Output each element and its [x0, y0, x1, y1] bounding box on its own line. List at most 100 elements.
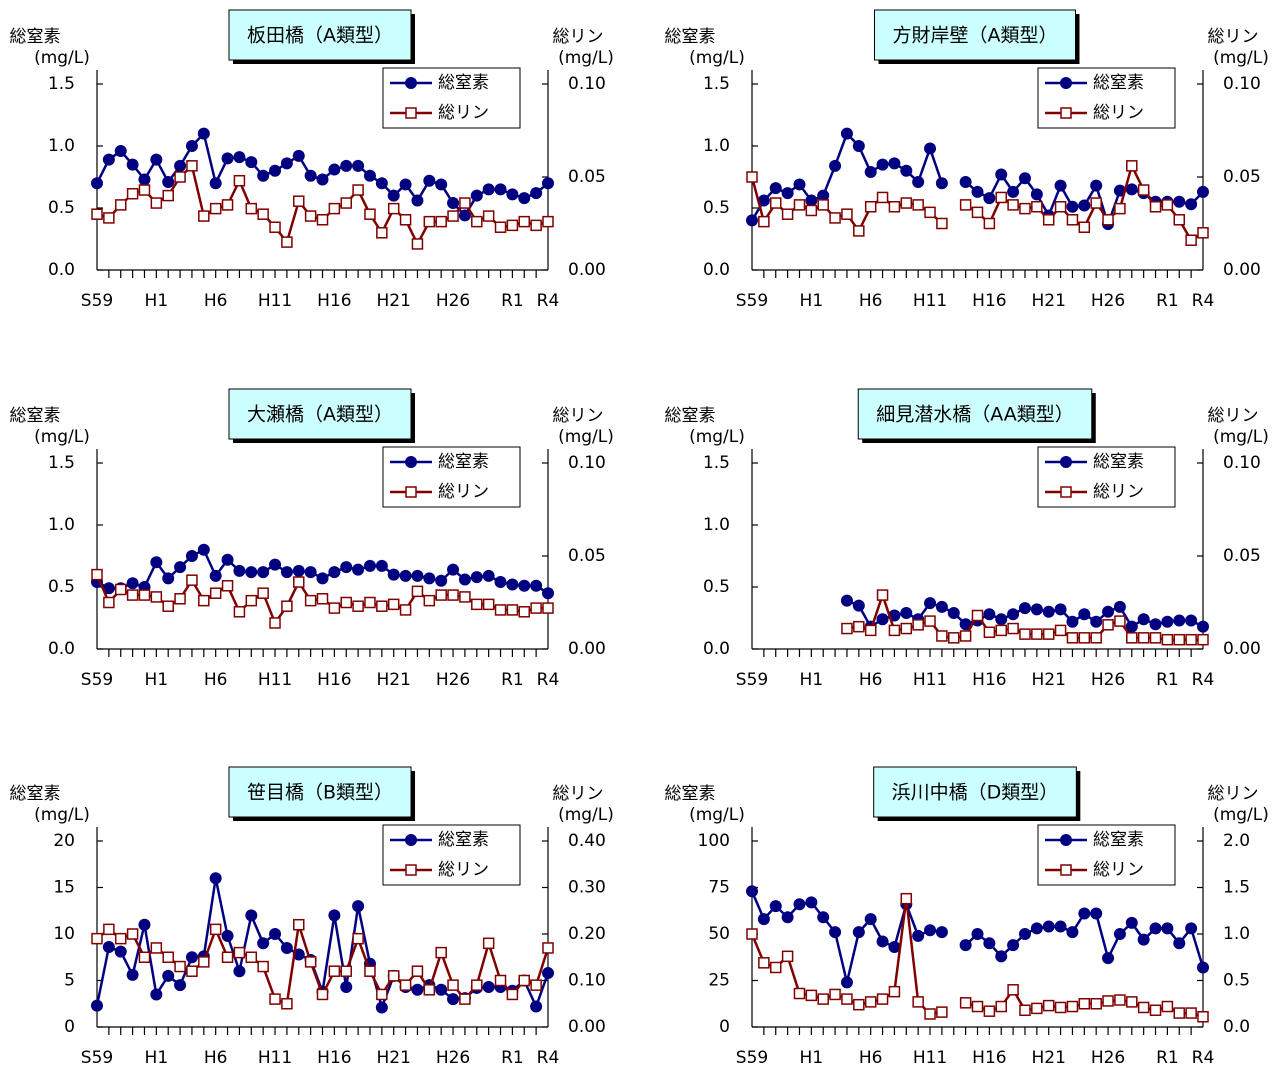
x-tick-label: R1	[1156, 670, 1179, 690]
y2-axis-title: 総リン	[1208, 406, 1259, 426]
data-point	[876, 935, 889, 948]
data-point	[340, 965, 352, 977]
data-point	[470, 571, 483, 584]
data-point	[1054, 920, 1067, 933]
legend-label: 総窒素	[1093, 830, 1144, 850]
data-point	[888, 985, 901, 998]
data-point	[245, 202, 258, 215]
y-axis-title: 総窒素	[665, 27, 716, 47]
data-point	[1185, 633, 1197, 646]
legend-label: 総窒素	[1093, 73, 1144, 93]
legend-marker	[405, 864, 417, 876]
data-point	[328, 602, 341, 614]
data-point	[1078, 221, 1091, 233]
data-point	[494, 576, 507, 589]
data-point	[174, 593, 186, 605]
data-point	[864, 996, 877, 1008]
data-point	[864, 913, 877, 926]
data-point	[198, 594, 210, 607]
x-tick-label: S59	[81, 670, 113, 690]
data-point	[114, 144, 127, 157]
data-point	[162, 572, 175, 585]
data-point	[1137, 632, 1150, 644]
data-point	[781, 950, 794, 963]
data-point	[435, 178, 448, 191]
data-point	[352, 184, 364, 196]
data-point	[304, 594, 317, 607]
y-axis-title: 総窒素	[665, 406, 716, 426]
data-point	[746, 928, 758, 940]
x-tick-label: R1	[501, 291, 524, 311]
data-point	[209, 177, 222, 190]
data-point	[1018, 602, 1031, 615]
x-tick-label: H11	[258, 670, 292, 690]
data-point	[185, 550, 198, 562]
data-point	[185, 140, 198, 152]
x-tick-label: R4	[537, 670, 560, 690]
data-point	[340, 197, 352, 209]
data-point	[1066, 214, 1079, 226]
data-point	[947, 607, 960, 620]
chart-panel: 総窒素(mg/L)総リン(mg/L)0.00.51.01.50.000.050.…	[10, 9, 614, 311]
data-point	[1042, 920, 1055, 933]
chart-title: 細見潜水橋（AA類型）	[876, 404, 1074, 426]
x-tick-label: H21	[1031, 1048, 1065, 1068]
data-point	[769, 182, 782, 195]
data-point	[257, 169, 270, 182]
data-point	[841, 622, 853, 635]
y2-axis-title: 総リン	[553, 406, 604, 426]
data-point	[542, 215, 554, 228]
legend-label: 総窒素	[438, 73, 489, 93]
data-point	[530, 579, 543, 592]
y-tick-label: 1.0	[703, 515, 730, 535]
data-point	[471, 215, 483, 228]
data-point	[150, 591, 163, 603]
data-point	[530, 187, 543, 200]
data-point	[459, 591, 471, 603]
data-point	[983, 937, 996, 950]
data-point	[757, 913, 770, 926]
data-point	[1078, 632, 1091, 644]
data-point	[102, 582, 115, 595]
data-point	[458, 573, 471, 586]
data-point	[959, 199, 972, 211]
data-point	[1007, 622, 1019, 635]
data-point	[269, 993, 281, 1005]
data-point	[995, 624, 1007, 637]
y2-axis-unit: (mg/L)	[1213, 805, 1269, 825]
y2-tick-label: 0.0	[1223, 1017, 1250, 1037]
x-tick-label: H6	[859, 291, 883, 311]
data-point	[269, 928, 282, 940]
data-point	[114, 932, 127, 945]
data-point	[494, 183, 507, 196]
x-tick-label: R1	[1156, 1048, 1179, 1068]
data-point	[1090, 632, 1102, 644]
data-point	[852, 599, 865, 612]
data-point	[411, 194, 424, 207]
data-point	[471, 979, 483, 991]
legend-label: 総リン	[1093, 103, 1144, 123]
y-tick-label: 1.0	[48, 136, 75, 156]
title-box: 大瀬橋（A類型）	[228, 388, 415, 443]
data-point	[114, 199, 127, 211]
legend-marker	[1060, 77, 1072, 89]
y-axis-title: 総窒素	[10, 406, 61, 426]
data-point	[1185, 234, 1197, 246]
x-tick-label: R4	[537, 1048, 560, 1068]
data-point	[924, 1008, 936, 1020]
data-point	[435, 946, 447, 959]
data-point	[935, 177, 948, 190]
data-point	[864, 201, 877, 213]
legend-marker	[405, 107, 417, 119]
y-axis-unit: (mg/L)	[34, 48, 90, 68]
data-point	[150, 556, 163, 569]
data-point	[1018, 172, 1031, 185]
data-point	[209, 923, 222, 936]
data-point	[138, 589, 151, 601]
data-point	[542, 602, 554, 614]
x-tick-label: R1	[501, 670, 524, 690]
data-point	[1149, 618, 1162, 631]
data-point	[423, 984, 436, 996]
data-point	[518, 606, 531, 618]
data-point	[411, 569, 424, 582]
